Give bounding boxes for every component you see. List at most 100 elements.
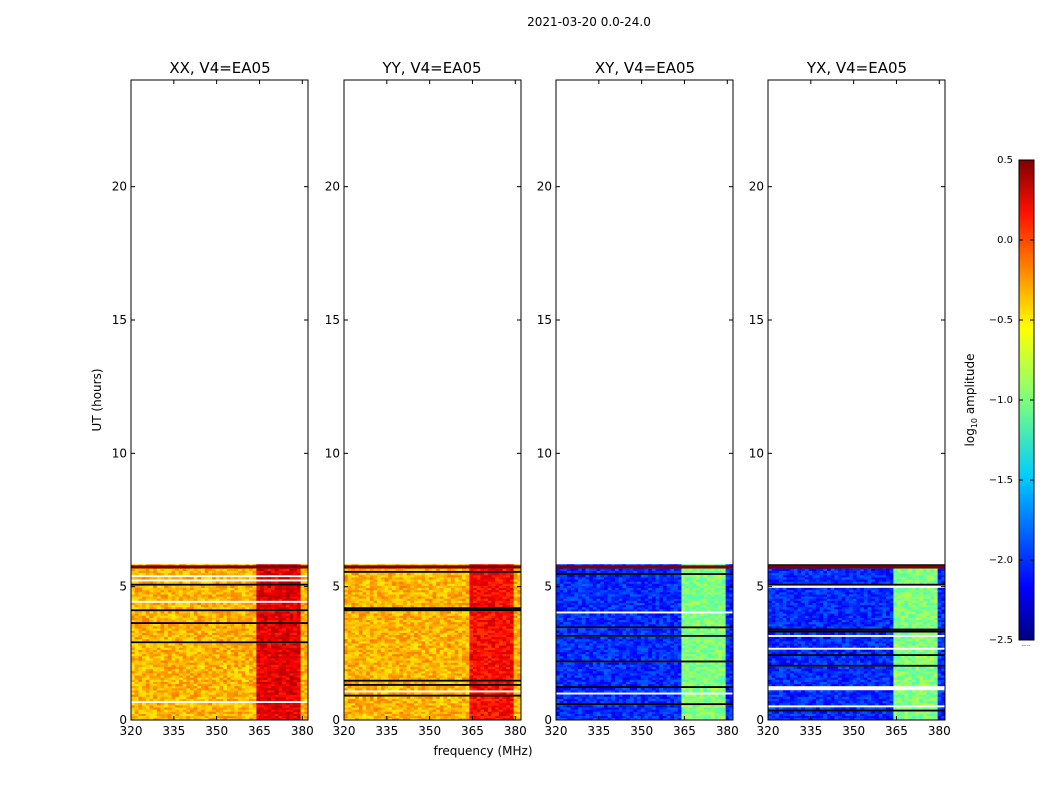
heatmap-cell bbox=[425, 634, 430, 638]
heatmap-cell bbox=[380, 709, 386, 712]
heatmap-cell bbox=[487, 707, 492, 710]
heatmap-cell bbox=[484, 715, 489, 719]
heatmap-cell bbox=[344, 662, 349, 665]
heatmap-cell bbox=[476, 707, 481, 710]
heatmap-cell bbox=[502, 707, 507, 710]
heatmap-cell bbox=[421, 696, 426, 699]
heatmap-cell bbox=[304, 653, 309, 657]
heatmap-cell bbox=[230, 592, 235, 595]
heatmap-cell bbox=[388, 668, 393, 672]
heatmap-cell bbox=[480, 636, 485, 640]
heatmap-cell bbox=[274, 698, 279, 702]
heatmap-cell bbox=[178, 694, 184, 697]
heatmap-cell bbox=[186, 626, 191, 629]
heatmap-cell bbox=[171, 690, 176, 693]
heatmap-cell bbox=[296, 628, 302, 631]
heatmap-cell bbox=[219, 713, 224, 717]
heatmap-cell bbox=[171, 589, 176, 593]
heatmap-cell bbox=[267, 589, 272, 593]
heatmap-cell bbox=[208, 662, 213, 665]
heatmap-cell bbox=[164, 677, 169, 680]
heatmap-cell bbox=[289, 630, 294, 633]
heatmap-cell bbox=[237, 681, 243, 685]
heatmap-cell bbox=[388, 698, 393, 702]
heatmap-cell bbox=[439, 649, 445, 653]
heatmap-cell bbox=[190, 653, 195, 657]
heatmap-cell bbox=[443, 670, 448, 674]
heatmap-cell bbox=[369, 698, 374, 702]
heatmap-cell bbox=[439, 641, 445, 644]
heatmap-cell bbox=[134, 606, 139, 610]
heatmap-cell bbox=[425, 653, 430, 657]
heatmap-cell bbox=[509, 711, 515, 714]
heatmap-cell bbox=[160, 611, 165, 614]
heatmap-cell bbox=[208, 592, 213, 595]
heatmap-cell bbox=[263, 666, 268, 670]
heatmap-cell bbox=[193, 673, 198, 676]
heatmap-cell bbox=[380, 698, 386, 702]
heatmap-cell bbox=[219, 717, 224, 721]
heatmap-cell bbox=[197, 632, 202, 635]
heatmap-cell bbox=[252, 660, 257, 663]
heatmap-cell bbox=[160, 675, 165, 678]
heatmap-cell bbox=[403, 670, 408, 674]
heatmap-cell bbox=[289, 666, 294, 670]
heatmap-cell bbox=[142, 604, 147, 608]
heatmap-cell bbox=[197, 587, 202, 591]
heatmap-cell bbox=[201, 598, 206, 601]
heatmap-cell bbox=[204, 688, 209, 691]
heatmap-cell bbox=[300, 624, 305, 627]
heatmap-cell bbox=[436, 692, 441, 695]
heatmap-cell bbox=[164, 666, 169, 670]
heatmap-cell bbox=[443, 651, 448, 655]
heatmap-cell bbox=[153, 606, 158, 610]
heatmap-cell bbox=[156, 670, 161, 674]
heatmap-cell bbox=[304, 645, 309, 648]
heatmap-cell bbox=[190, 702, 195, 706]
heatmap-cell bbox=[285, 711, 291, 714]
heatmap-cell bbox=[153, 585, 158, 589]
heatmap-cell bbox=[282, 647, 287, 650]
heatmap-cell bbox=[509, 705, 515, 708]
heatmap-cell bbox=[465, 638, 470, 642]
heatmap-cell bbox=[223, 656, 228, 659]
heatmap-cell bbox=[149, 685, 154, 689]
heatmap-cell bbox=[304, 709, 309, 712]
heatmap-cell bbox=[208, 696, 213, 699]
heatmap-cell bbox=[149, 658, 154, 661]
heatmap-cell bbox=[410, 700, 415, 704]
heatmap-cell bbox=[197, 677, 202, 680]
heatmap-cell bbox=[226, 662, 232, 665]
heatmap-cell bbox=[439, 692, 445, 695]
heatmap-cell bbox=[344, 717, 349, 721]
heatmap-cell bbox=[432, 711, 437, 714]
heatmap-cell bbox=[425, 702, 430, 706]
heatmap-cell bbox=[304, 602, 309, 606]
heatmap-cell bbox=[293, 683, 298, 687]
heatmap-cell bbox=[355, 641, 360, 644]
heatmap-cell bbox=[175, 702, 180, 706]
heatmap-cell bbox=[293, 598, 298, 601]
heatmap-cell bbox=[156, 634, 161, 638]
heatmap-cell bbox=[164, 698, 169, 702]
heatmap-cell bbox=[145, 711, 150, 714]
heatmap-cell bbox=[193, 581, 198, 584]
heatmap-cell bbox=[201, 587, 206, 591]
heatmap-cell bbox=[226, 587, 232, 591]
heatmap-cell bbox=[182, 577, 187, 580]
heatmap-cell bbox=[406, 641, 411, 644]
heatmap-cell bbox=[193, 690, 198, 693]
heatmap-cell bbox=[190, 668, 195, 672]
heatmap-cell bbox=[131, 636, 136, 640]
heatmap-cell bbox=[208, 577, 213, 580]
heatmap-cell bbox=[164, 592, 169, 595]
heatmap-cell bbox=[145, 604, 150, 608]
heatmap-cell bbox=[296, 598, 302, 601]
heatmap-cell bbox=[473, 681, 478, 685]
heatmap-cell bbox=[344, 641, 349, 644]
heatmap-cell bbox=[230, 670, 235, 674]
heatmap-cell bbox=[432, 645, 437, 648]
heatmap-cell bbox=[469, 677, 474, 680]
